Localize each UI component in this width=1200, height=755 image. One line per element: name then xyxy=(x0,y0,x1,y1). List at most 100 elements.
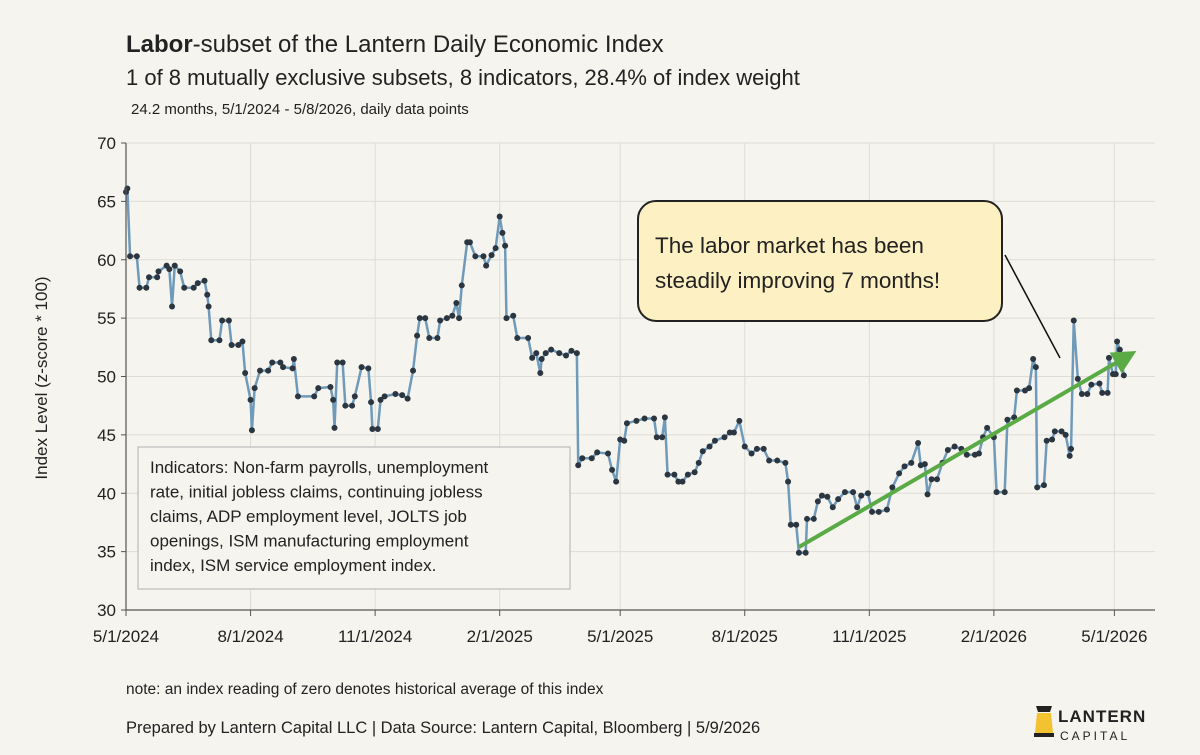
data-point xyxy=(496,213,503,220)
data-point xyxy=(1112,371,1119,378)
data-point xyxy=(854,504,861,511)
indicators-line: index, ISM service employment index. xyxy=(150,556,436,575)
data-point xyxy=(921,461,928,468)
data-point xyxy=(257,367,264,374)
data-point xyxy=(416,315,423,322)
data-point xyxy=(492,245,499,252)
trend-arrow xyxy=(797,350,1137,549)
data-point xyxy=(975,450,982,457)
data-point xyxy=(483,262,490,269)
data-point xyxy=(915,440,922,447)
x-tick-label: 11/1/2025 xyxy=(832,627,906,646)
chart-title: Labor-subset of the Lantern Daily Econom… xyxy=(126,31,664,58)
y-tick-label: 40 xyxy=(97,484,116,503)
data-point xyxy=(1074,375,1081,382)
data-point xyxy=(1078,391,1085,398)
data-point xyxy=(804,515,811,522)
data-point xyxy=(404,395,411,402)
data-point xyxy=(342,402,349,409)
data-point xyxy=(814,498,821,505)
data-point xyxy=(434,334,441,341)
data-point xyxy=(533,350,540,357)
data-point xyxy=(699,448,706,455)
data-point xyxy=(225,317,232,324)
data-point xyxy=(456,315,463,322)
data-point xyxy=(399,392,406,399)
data-point xyxy=(514,334,521,341)
data-point xyxy=(782,459,789,466)
data-point xyxy=(1066,452,1073,459)
data-point xyxy=(201,277,208,284)
data-point xyxy=(661,414,668,421)
callout-text: The labor market has been steadily improv… xyxy=(655,233,940,293)
data-point xyxy=(984,424,991,431)
data-point xyxy=(171,262,178,269)
data-point xyxy=(480,253,487,260)
data-point xyxy=(548,346,555,353)
data-point xyxy=(721,434,728,441)
data-point xyxy=(1051,428,1058,435)
data-point xyxy=(766,457,773,464)
data-point xyxy=(944,447,951,454)
x-tick-label: 8/1/2025 xyxy=(712,627,778,646)
data-point xyxy=(795,549,802,556)
callout-line: The labor market has been xyxy=(655,233,924,258)
data-point xyxy=(205,303,212,310)
data-point xyxy=(124,185,131,192)
data-point xyxy=(247,396,254,403)
data-point xyxy=(503,315,510,322)
data-point xyxy=(684,471,691,478)
data-point xyxy=(896,470,903,477)
data-point xyxy=(659,434,666,441)
y-tick-label: 50 xyxy=(97,368,116,387)
data-point xyxy=(537,369,544,376)
data-point xyxy=(869,508,876,515)
data-point xyxy=(609,466,616,473)
data-point xyxy=(239,338,246,345)
x-tick-label: 8/1/2024 xyxy=(217,627,283,646)
data-point xyxy=(1004,416,1011,423)
y-tick-label: 65 xyxy=(97,192,116,211)
data-point xyxy=(1032,364,1039,371)
y-tick-label: 30 xyxy=(97,601,116,620)
data-point xyxy=(695,459,702,466)
title-bold: Labor xyxy=(126,31,193,58)
y-tick-label: 60 xyxy=(97,251,116,270)
x-tick-label: 5/1/2025 xyxy=(587,627,653,646)
data-point xyxy=(177,268,184,275)
data-point xyxy=(1062,431,1069,438)
subtitle: 1 of 8 mutually exclusive subsets, 8 ind… xyxy=(126,65,800,90)
indicators-line: openings, ISM manufacturing employment xyxy=(150,532,469,551)
y-tick-label: 55 xyxy=(97,309,116,328)
callout-pointer xyxy=(1004,254,1061,359)
data-point xyxy=(1070,317,1077,324)
data-point xyxy=(133,253,140,260)
data-point xyxy=(392,391,399,398)
data-point xyxy=(248,427,255,434)
data-point xyxy=(1058,428,1065,435)
data-point xyxy=(613,478,620,485)
data-point xyxy=(793,521,800,528)
data-point xyxy=(633,417,640,424)
data-point xyxy=(127,253,134,260)
y-tick-label: 45 xyxy=(97,426,116,445)
data-point xyxy=(499,229,506,236)
data-point xyxy=(993,489,1000,496)
data-point xyxy=(623,420,630,427)
data-point xyxy=(339,359,346,366)
data-point xyxy=(369,426,376,433)
data-point xyxy=(810,515,817,522)
x-tick-label: 5/1/2026 xyxy=(1081,627,1147,646)
data-point xyxy=(294,393,301,400)
y-tick-label: 70 xyxy=(97,134,116,153)
data-point xyxy=(736,417,743,424)
y-tick-label: 35 xyxy=(97,543,116,562)
data-point xyxy=(277,359,284,366)
data-point xyxy=(208,337,215,344)
indicators-line: rate, initial jobless claims, continuing… xyxy=(150,483,483,502)
data-point xyxy=(1043,437,1050,444)
data-point xyxy=(824,493,831,500)
data-point xyxy=(510,312,517,319)
data-point xyxy=(265,367,272,374)
